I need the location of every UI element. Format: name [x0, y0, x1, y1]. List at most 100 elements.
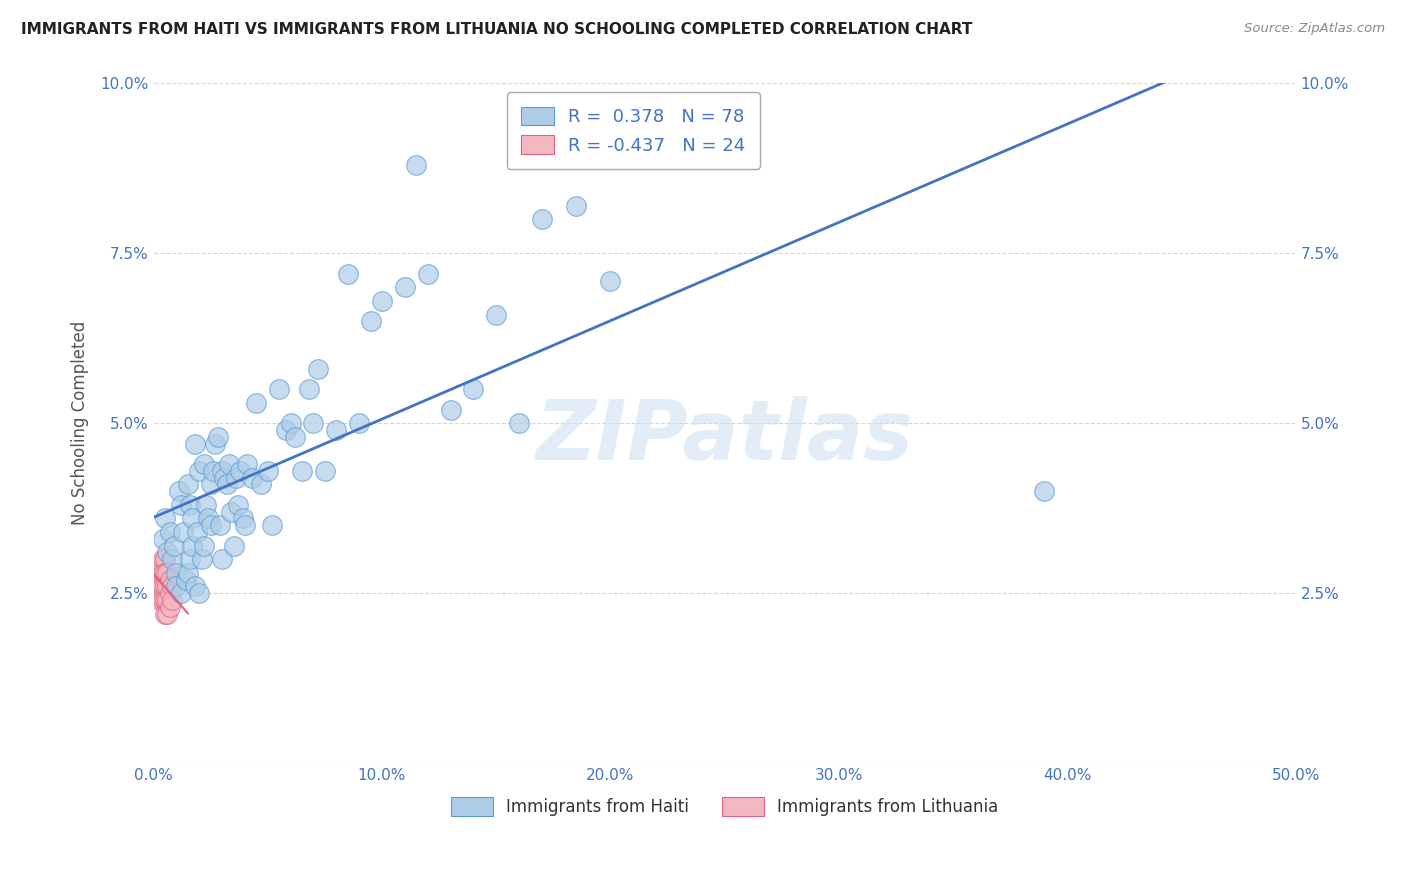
Point	[159, 599, 181, 614]
Point	[211, 552, 233, 566]
Point	[188, 464, 211, 478]
Point	[153, 579, 176, 593]
Point	[156, 579, 179, 593]
Point	[218, 457, 240, 471]
Point	[240, 470, 263, 484]
Point	[156, 545, 179, 559]
Point	[236, 457, 259, 471]
Point	[165, 566, 187, 580]
Point	[201, 464, 224, 478]
Point	[170, 586, 193, 600]
Point	[149, 579, 172, 593]
Point	[152, 532, 174, 546]
Point	[485, 308, 508, 322]
Point	[200, 477, 222, 491]
Point	[193, 539, 215, 553]
Legend: Immigrants from Haiti, Immigrants from Lithuania: Immigrants from Haiti, Immigrants from L…	[444, 790, 1005, 822]
Point	[153, 607, 176, 621]
Point	[250, 477, 273, 491]
Point	[336, 267, 359, 281]
Point	[222, 539, 245, 553]
Text: ZIPatlas: ZIPatlas	[536, 396, 914, 477]
Point	[269, 382, 291, 396]
Point	[177, 566, 200, 580]
Point	[307, 362, 329, 376]
Point	[167, 484, 190, 499]
Text: IMMIGRANTS FROM HAITI VS IMMIGRANTS FROM LITHUANIA NO SCHOOLING COMPLETED CORREL: IMMIGRANTS FROM HAITI VS IMMIGRANTS FROM…	[21, 22, 973, 37]
Point	[463, 382, 485, 396]
Point	[256, 464, 278, 478]
Point	[156, 566, 179, 580]
Point	[302, 417, 325, 431]
Point	[599, 274, 621, 288]
Point	[152, 579, 174, 593]
Point	[208, 518, 231, 533]
Point	[530, 212, 553, 227]
Point	[215, 477, 238, 491]
Point	[214, 470, 236, 484]
Point	[314, 464, 336, 478]
Point	[232, 511, 254, 525]
Point	[145, 579, 167, 593]
Point	[152, 593, 174, 607]
Point	[211, 464, 233, 478]
Text: Source: ZipAtlas.com: Source: ZipAtlas.com	[1244, 22, 1385, 36]
Point	[149, 566, 172, 580]
Point	[153, 552, 176, 566]
Point	[186, 524, 208, 539]
Point	[360, 314, 382, 328]
Point	[1033, 484, 1056, 499]
Point	[229, 464, 252, 478]
Y-axis label: No Schooling Completed: No Schooling Completed	[72, 321, 89, 525]
Point	[181, 539, 204, 553]
Point	[160, 593, 183, 607]
Point	[163, 539, 186, 553]
Point	[159, 573, 181, 587]
Point	[371, 293, 394, 308]
Point	[183, 436, 205, 450]
Point	[153, 511, 176, 525]
Point	[159, 586, 181, 600]
Point	[274, 423, 297, 437]
Point	[146, 559, 169, 574]
Point	[204, 436, 226, 450]
Point	[172, 524, 194, 539]
Point	[219, 505, 242, 519]
Point	[207, 430, 229, 444]
Point	[233, 518, 256, 533]
Point	[160, 552, 183, 566]
Point	[245, 396, 267, 410]
Point	[325, 423, 347, 437]
Point	[159, 524, 181, 539]
Point	[152, 552, 174, 566]
Point	[181, 511, 204, 525]
Point	[156, 607, 179, 621]
Point	[165, 579, 187, 593]
Point	[416, 267, 439, 281]
Point	[153, 593, 176, 607]
Point	[200, 518, 222, 533]
Point	[179, 498, 201, 512]
Point	[226, 498, 249, 512]
Point	[179, 552, 201, 566]
Point	[152, 566, 174, 580]
Point	[195, 498, 218, 512]
Point	[291, 464, 314, 478]
Point	[197, 511, 219, 525]
Point	[405, 158, 427, 172]
Point	[146, 573, 169, 587]
Point	[225, 470, 247, 484]
Point	[190, 552, 212, 566]
Point	[284, 430, 307, 444]
Point	[280, 417, 302, 431]
Point	[394, 280, 416, 294]
Point	[508, 417, 530, 431]
Point	[160, 579, 183, 593]
Point	[174, 573, 197, 587]
Point	[149, 593, 172, 607]
Point	[156, 593, 179, 607]
Point	[183, 579, 205, 593]
Point	[298, 382, 321, 396]
Point	[188, 586, 211, 600]
Point	[177, 477, 200, 491]
